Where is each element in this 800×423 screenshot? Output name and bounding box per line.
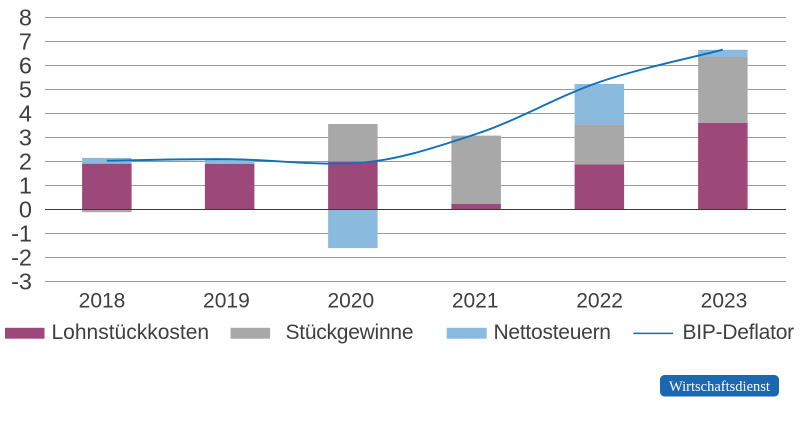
svg-text:5: 5 <box>19 77 32 103</box>
svg-text:-3: -3 <box>11 269 32 295</box>
svg-text:7: 7 <box>19 29 32 55</box>
svg-text:3: 3 <box>19 125 32 151</box>
svg-text:1: 1 <box>19 173 32 199</box>
svg-text:2022: 2022 <box>576 290 623 313</box>
svg-text:2021: 2021 <box>452 290 499 313</box>
svg-text:-2: -2 <box>11 245 32 271</box>
svg-text:2019: 2019 <box>203 290 250 313</box>
svg-text:4: 4 <box>19 101 32 127</box>
svg-text:2020: 2020 <box>327 290 374 313</box>
svg-text:2: 2 <box>19 149 32 175</box>
svg-text:BIP-Deflator: BIP-Deflator <box>683 321 795 344</box>
svg-text:8: 8 <box>19 5 32 31</box>
svg-text:6: 6 <box>19 53 32 79</box>
svg-text:2023: 2023 <box>701 290 748 313</box>
svg-text:Wirtschaftsdienst: Wirtschaftsdienst <box>669 379 770 395</box>
svg-text:2018: 2018 <box>79 290 126 313</box>
svg-text:Nettosteuern: Nettosteuern <box>494 321 611 344</box>
svg-text:-1: -1 <box>11 221 32 247</box>
svg-text:Lohnstückkosten: Lohnstückkosten <box>52 321 210 344</box>
svg-text:Stückgewinne: Stückgewinne <box>286 321 414 344</box>
svg-text:0: 0 <box>19 197 32 223</box>
